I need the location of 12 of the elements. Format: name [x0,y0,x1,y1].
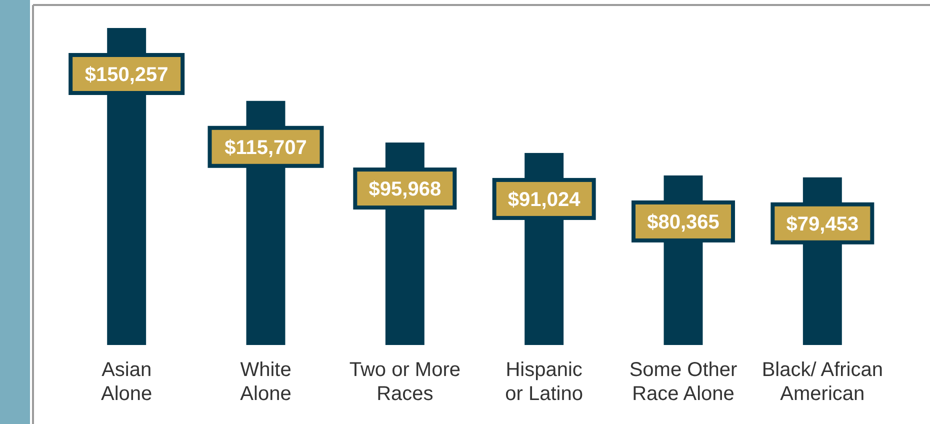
x-tick-label: Some Other Race Alone [629,359,738,405]
data-label: $79,453 [786,213,859,236]
data-label: $115,707 [224,136,307,159]
data-label: $80,365 [647,211,720,234]
x-tick-label: Asian Alone [101,359,152,405]
x-tick-label: White Alone [240,359,292,405]
data-label: $95,968 [368,178,442,201]
x-tick-label: Hispanic or Latino [505,359,584,405]
data-label: $150,257 [84,64,168,86]
data-label: $91,024 [508,188,582,211]
x-tick-label: Black/ African American [762,359,884,405]
x-tick-label: Two or More Races [349,359,460,405]
